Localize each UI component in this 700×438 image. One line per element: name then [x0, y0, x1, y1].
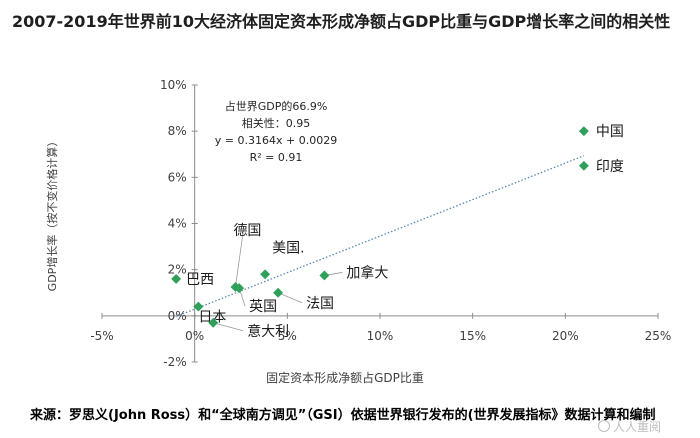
- data-point: [273, 287, 284, 298]
- data-point: [578, 160, 589, 171]
- y-tick-label: 2%: [168, 263, 187, 277]
- x-axis-label: 固定资本形成净额占GDP比重: [266, 370, 424, 385]
- x-tick-label: 25%: [645, 329, 672, 343]
- trend-annotation-line: 占世界GDP的66.9%: [225, 99, 328, 113]
- data-point: [319, 270, 330, 281]
- watermark-text: 人人重阅: [613, 420, 662, 434]
- x-tick-label: 0%: [185, 329, 204, 343]
- y-axis-label: GDP增长率（按不变价格计算）: [45, 136, 59, 292]
- data-label: 美国.: [272, 240, 304, 256]
- y-tick-label: 4%: [168, 217, 187, 231]
- data-point: [234, 283, 245, 294]
- data-label: 加拿大: [346, 264, 388, 281]
- x-tick-label: 10%: [367, 329, 394, 343]
- x-tick-label: 20%: [552, 329, 579, 343]
- x-tick-label: 15%: [459, 329, 486, 343]
- y-tick-label: 6%: [168, 170, 187, 184]
- watermark: 人人重阅: [598, 418, 661, 435]
- source-note: 来源：罗思义(John Ross）和“全球南方调见”（GSI）依据世界银行发布的…: [30, 408, 656, 423]
- data-point: [578, 126, 589, 137]
- trend-annotation-line: R² = 0.91: [250, 151, 303, 164]
- x-tick-label: 5%: [278, 329, 297, 343]
- data-label: 法国: [306, 296, 334, 312]
- data-label: 日本: [198, 310, 226, 326]
- data-label-leader: [213, 322, 244, 332]
- data-label-leader: [277, 292, 303, 304]
- y-tick-label: 10%: [160, 78, 187, 92]
- x-tick-label: -5%: [90, 329, 113, 343]
- data-point: [193, 301, 204, 312]
- data-label: 意大利: [247, 323, 289, 340]
- data-label: 中国: [596, 124, 624, 140]
- watermark-icon: [598, 420, 610, 432]
- data-label: 英国: [249, 298, 277, 315]
- data-label-leader: [235, 229, 244, 288]
- trend-annotation-line: y = 0.3164x + 0.0029: [215, 134, 337, 147]
- chart-title: 2007-2019年世界前10大经济体固定资本形成净额占GDP比重与GDP增长率…: [12, 12, 671, 31]
- data-label: 巴西: [186, 272, 214, 288]
- y-tick-label: 8%: [168, 124, 187, 138]
- data-label: 印度: [596, 159, 624, 175]
- data-point: [208, 317, 219, 328]
- y-tick-label: -2%: [163, 355, 186, 369]
- scatter-chart: -5% 0% 5% 10% 15% 20% 25%-2%0%2%4%6%8%10%固定资本形…: [45, 78, 672, 385]
- data-point: [260, 269, 271, 280]
- data-point: [171, 273, 182, 284]
- trend-annotation-line: 相关性：0.95: [242, 116, 311, 130]
- data-label: 德国: [233, 223, 261, 239]
- trendline: [175, 155, 585, 318]
